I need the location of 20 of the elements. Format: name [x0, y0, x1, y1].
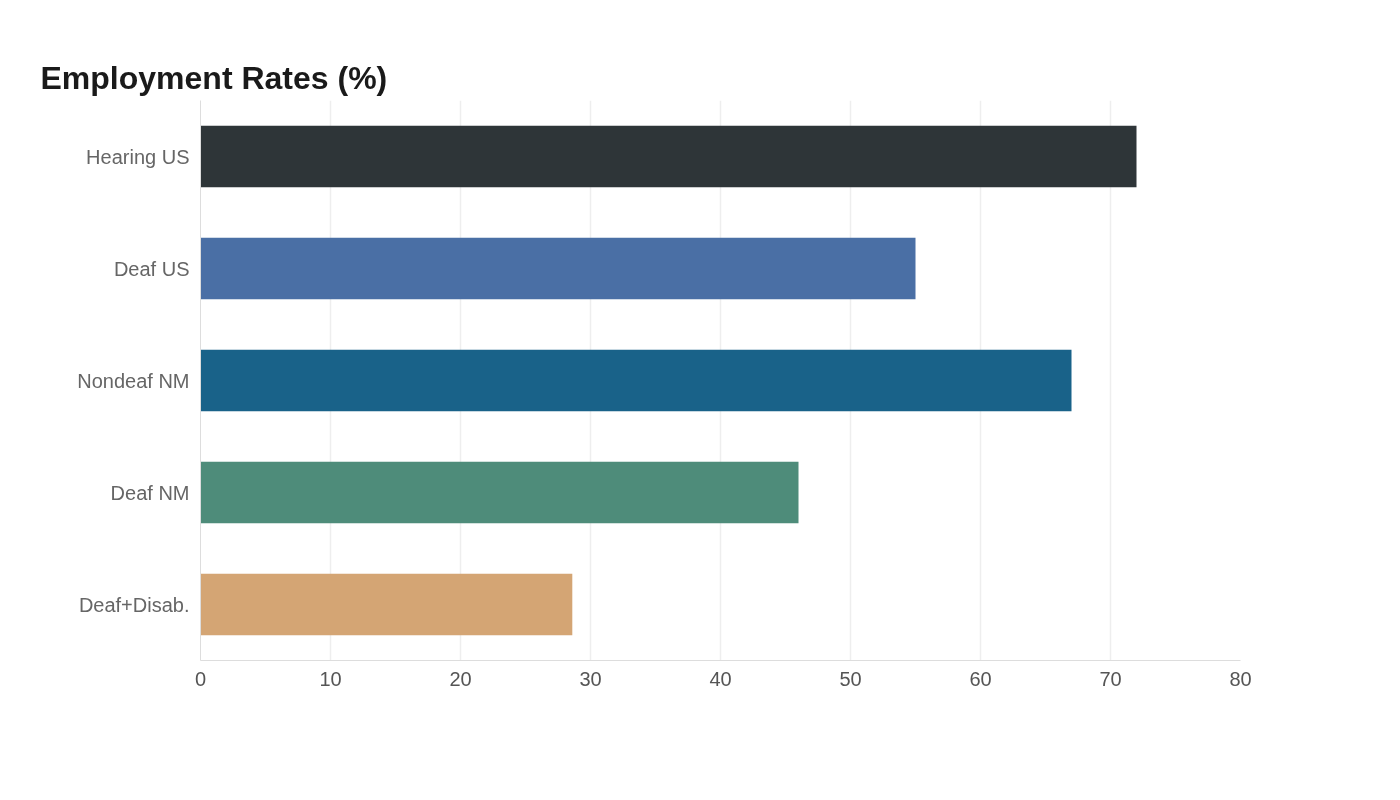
x-tick-label: 60	[969, 667, 992, 690]
x-tick-label: 40	[709, 667, 732, 690]
x-tick-label: 50	[839, 667, 862, 690]
y-tick-label: Deaf US	[113, 257, 190, 280]
x-tick-label: 10	[319, 667, 342, 690]
y-tick-label: Hearing US	[86, 145, 190, 168]
bar	[200, 125, 1137, 188]
bar	[200, 573, 573, 636]
y-tick-label: Nondeaf NM	[77, 369, 190, 392]
y-tick-label: Deaf NM	[110, 481, 190, 504]
x-tick-label: 80	[1229, 667, 1252, 690]
x-tick-label: 20	[449, 667, 472, 690]
bar	[200, 461, 799, 524]
x-tick-label: 30	[579, 667, 602, 690]
x-tick-label: 70	[1099, 667, 1122, 690]
y-tick-label: Deaf+Disab.	[78, 593, 190, 616]
bar	[200, 237, 916, 300]
x-tick-label: 0	[194, 667, 207, 690]
chart-title: Employment Rates (%)	[40, 59, 388, 96]
bar	[200, 349, 1072, 412]
